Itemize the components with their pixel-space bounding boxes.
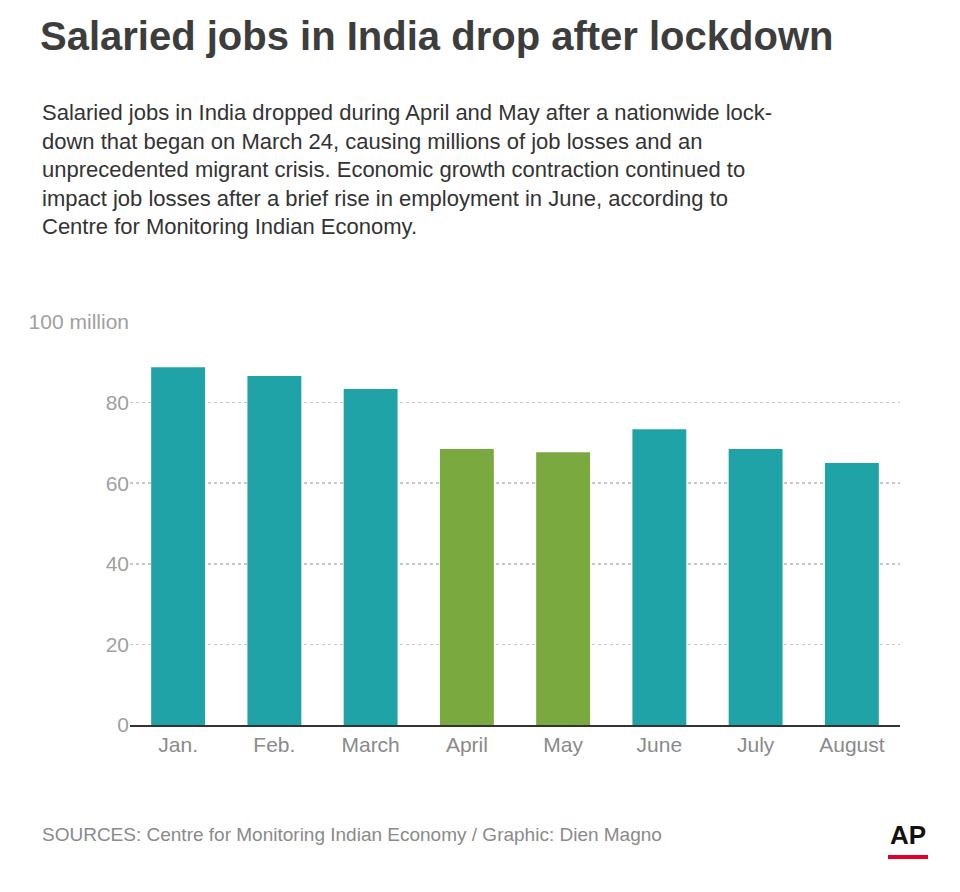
svg-text:20: 20 bbox=[106, 633, 129, 656]
svg-text:July: July bbox=[737, 733, 775, 756]
svg-text:Salaried jobs in India drop af: Salaried jobs in India drop after lockdo… bbox=[40, 14, 833, 58]
svg-text:August: August bbox=[819, 733, 885, 756]
svg-text:March: March bbox=[341, 733, 399, 756]
svg-text:Salaried jobs in India dropped: Salaried jobs in India dropped during Ap… bbox=[42, 100, 772, 239]
svg-text:June: June bbox=[637, 733, 683, 756]
svg-text:80: 80 bbox=[106, 391, 129, 414]
svg-text:April: April bbox=[446, 733, 488, 756]
svg-text:40: 40 bbox=[106, 552, 129, 575]
svg-text:Jan.: Jan. bbox=[158, 733, 198, 756]
svg-text:SOURCES: Centre for Monitoring: SOURCES: Centre for Monitoring Indian Ec… bbox=[42, 824, 662, 845]
svg-text:May: May bbox=[543, 733, 583, 756]
svg-text:100 million: 100 million bbox=[29, 310, 129, 333]
svg-text:Feb.: Feb. bbox=[253, 733, 295, 756]
svg-text:0: 0 bbox=[117, 713, 129, 736]
svg-text:AP: AP bbox=[890, 820, 926, 850]
svg-text:60: 60 bbox=[106, 472, 129, 495]
